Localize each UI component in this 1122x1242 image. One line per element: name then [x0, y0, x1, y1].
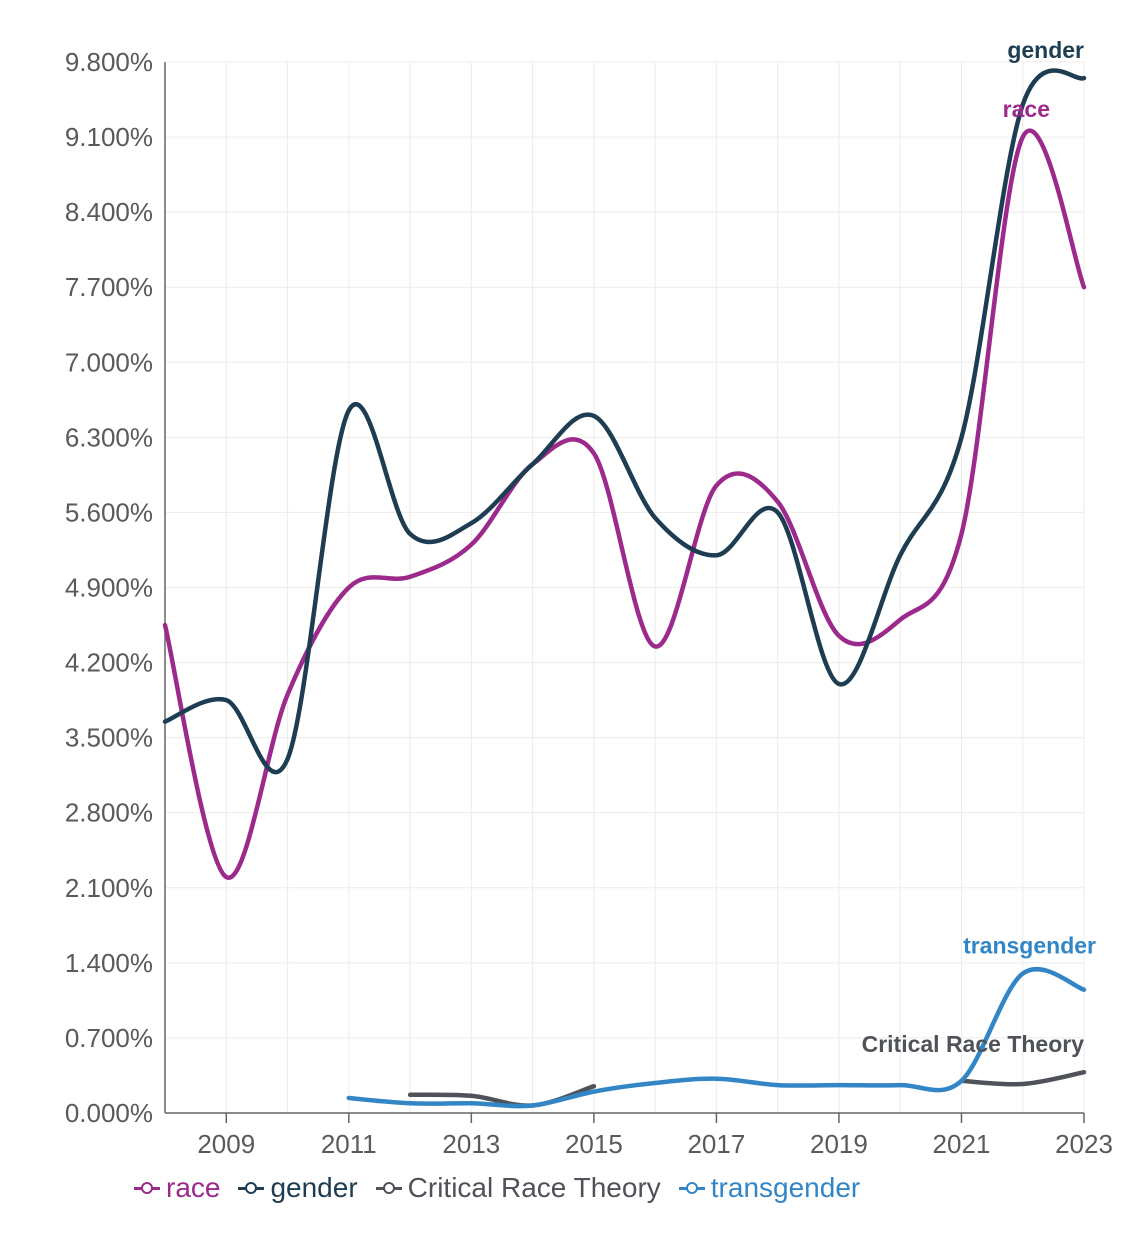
x-tick-label: 2013: [442, 1129, 500, 1159]
line-chart: 0.000% 0.700% 1.400% 2.100% 2.800% 3.500% 4.20…: [65, 37, 1113, 1159]
y-tick-label: 6.300%: [65, 422, 153, 452]
legend-marker-icon: [134, 1181, 160, 1195]
series-lines: [162, 68, 1087, 1109]
series-line-transgender[interactable]: [346, 966, 1087, 1109]
y-tick-label: 8.400%: [65, 197, 153, 227]
y-tick-label: 2.100%: [65, 873, 153, 903]
y-tick-label: 4.200%: [65, 648, 153, 678]
y-tick-label: 3.500%: [65, 723, 153, 753]
y-tick-label: 9.100%: [65, 122, 153, 152]
x-tick-label: 2009: [197, 1129, 255, 1159]
grid: [164, 61, 1085, 1114]
y-tick-label: 2.800%: [65, 798, 153, 828]
x-tick-label: 2017: [687, 1129, 745, 1159]
y-tick-label: 9.800%: [65, 47, 153, 77]
x-tick-label: 2023: [1055, 1129, 1113, 1159]
end-label-race: race: [1003, 96, 1050, 122]
series-line-critical-race-theory-late[interactable]: [959, 1069, 1087, 1087]
x-tick-label: 2011: [321, 1129, 377, 1159]
end-label-gender: gender: [1007, 37, 1084, 63]
y-tick-label: 1.400%: [65, 948, 153, 978]
legend-marker-icon: [238, 1181, 265, 1195]
y-tick-label: 7.700%: [65, 272, 153, 302]
legend-label: race: [166, 1172, 221, 1203]
y-tick-label: 0.700%: [65, 1023, 153, 1053]
legend: race gender Critical Race Theory transgende…: [134, 1172, 860, 1204]
legend-marker-icon: [678, 1181, 705, 1195]
y-tick-label: 0.000%: [65, 1098, 153, 1128]
legend-label: transgender: [710, 1172, 861, 1203]
series-end-labels: race gender Critical Race Theory transgende…: [862, 37, 1096, 1057]
series-line-race[interactable]: [162, 128, 1087, 880]
legend-marker-icon: [375, 1181, 402, 1195]
series-line-gender[interactable]: [162, 68, 1087, 775]
y-tick-label: 7.000%: [65, 347, 153, 377]
end-label-critical-race-theory: Critical Race Theory: [862, 1031, 1085, 1057]
legend-label: Critical Race Theory: [407, 1172, 661, 1203]
legend-label: gender: [270, 1172, 358, 1203]
x-tick-label: 2019: [810, 1129, 868, 1159]
legend-item-critical-race-theory[interactable]: Critical Race Theory: [375, 1172, 661, 1204]
legend-item-gender[interactable]: gender: [238, 1172, 358, 1204]
legend-item-race[interactable]: race: [134, 1172, 220, 1204]
y-tick-label: 4.900%: [65, 573, 153, 603]
x-tick-label: 2021: [933, 1129, 991, 1159]
axes: 0.000% 0.700% 1.400% 2.100% 2.800% 3.500% 4.20…: [65, 47, 1113, 1159]
legend-item-transgender[interactable]: transgender: [678, 1172, 861, 1204]
y-tick-label: 5.600%: [65, 497, 153, 527]
x-tick-label: 2015: [565, 1129, 623, 1159]
end-label-transgender: transgender: [963, 933, 1096, 959]
